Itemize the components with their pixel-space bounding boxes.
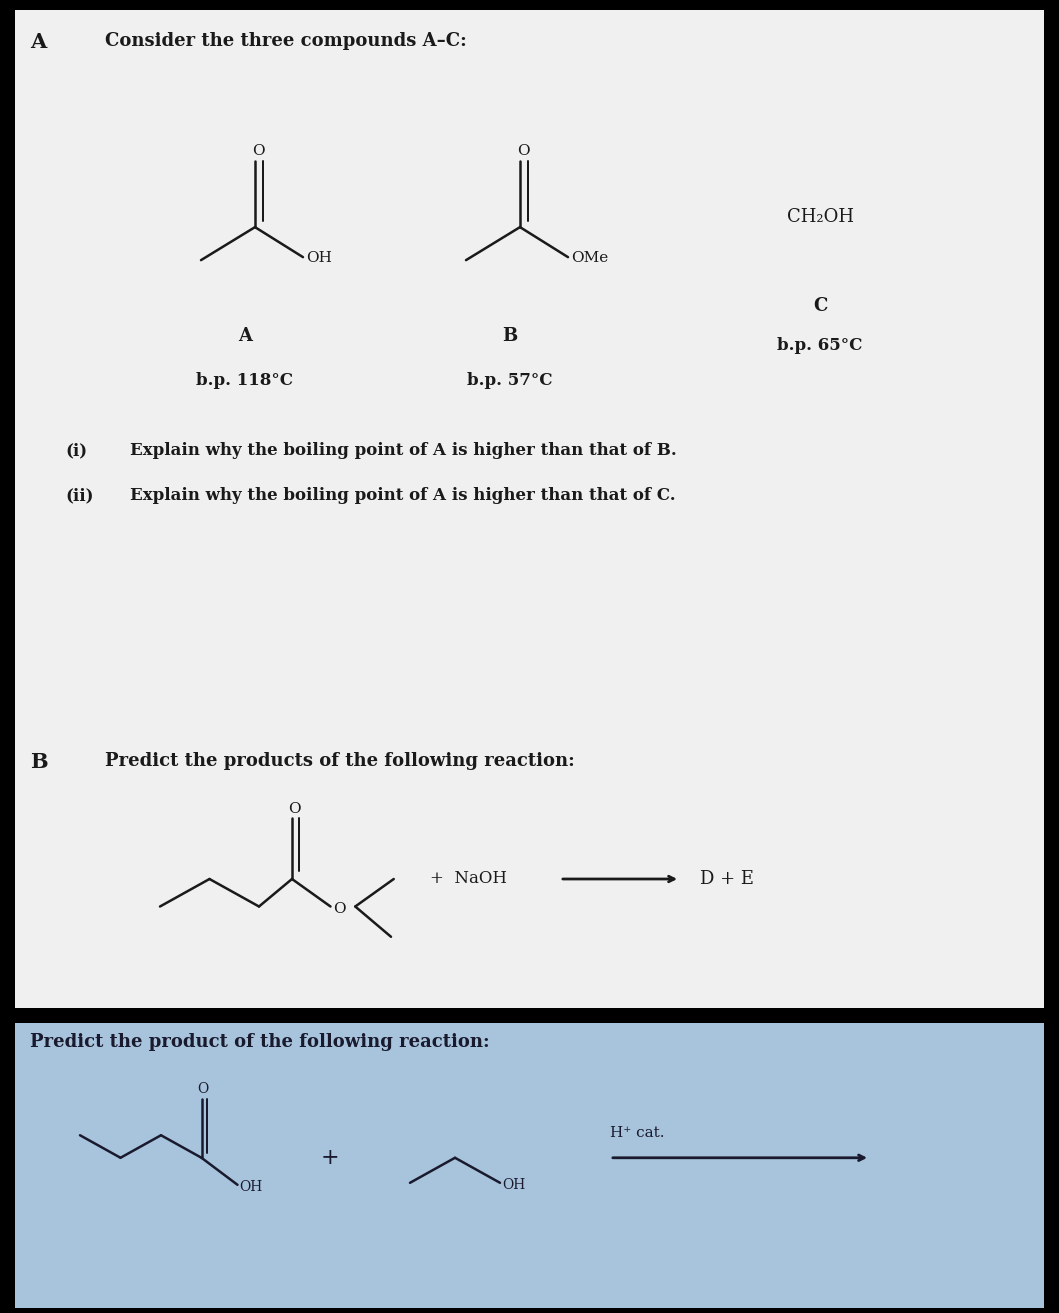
Text: Consider the three compounds A–C:: Consider the three compounds A–C:: [105, 32, 467, 50]
Text: O: O: [288, 802, 301, 815]
Text: b.p. 57°C: b.p. 57°C: [467, 372, 553, 389]
Text: OH: OH: [503, 1178, 525, 1192]
Text: D + E: D + E: [700, 871, 754, 888]
Text: Predict the product of the following reaction:: Predict the product of the following rea…: [30, 1032, 489, 1050]
Text: O: O: [252, 144, 265, 158]
Text: +  NaOH: + NaOH: [430, 871, 507, 888]
Text: B: B: [30, 752, 48, 772]
Text: Explain why the boiling point of A is higher than that of C.: Explain why the boiling point of A is hi…: [130, 487, 676, 504]
Text: O: O: [517, 144, 530, 158]
Text: O: O: [334, 902, 346, 916]
Text: (i): (i): [65, 442, 87, 460]
Text: B: B: [502, 327, 518, 345]
Text: Explain why the boiling point of A is higher than that of B.: Explain why the boiling point of A is hi…: [130, 442, 677, 460]
Text: CH₂OH: CH₂OH: [787, 209, 854, 226]
Text: A: A: [30, 32, 47, 53]
Text: OH: OH: [239, 1180, 263, 1194]
Text: +: +: [321, 1146, 339, 1169]
Text: A: A: [238, 327, 252, 345]
Text: O: O: [197, 1082, 208, 1095]
Text: b.p. 65°C: b.p. 65°C: [777, 337, 863, 355]
Text: OMe: OMe: [571, 251, 608, 265]
Text: (ii): (ii): [65, 487, 93, 504]
Text: b.p. 118°C: b.p. 118°C: [197, 372, 293, 389]
Text: OH: OH: [306, 251, 331, 265]
Text: C: C: [813, 297, 827, 315]
Text: Predict the products of the following reaction:: Predict the products of the following re…: [105, 752, 575, 771]
Text: H⁺ cat.: H⁺ cat.: [610, 1125, 664, 1140]
